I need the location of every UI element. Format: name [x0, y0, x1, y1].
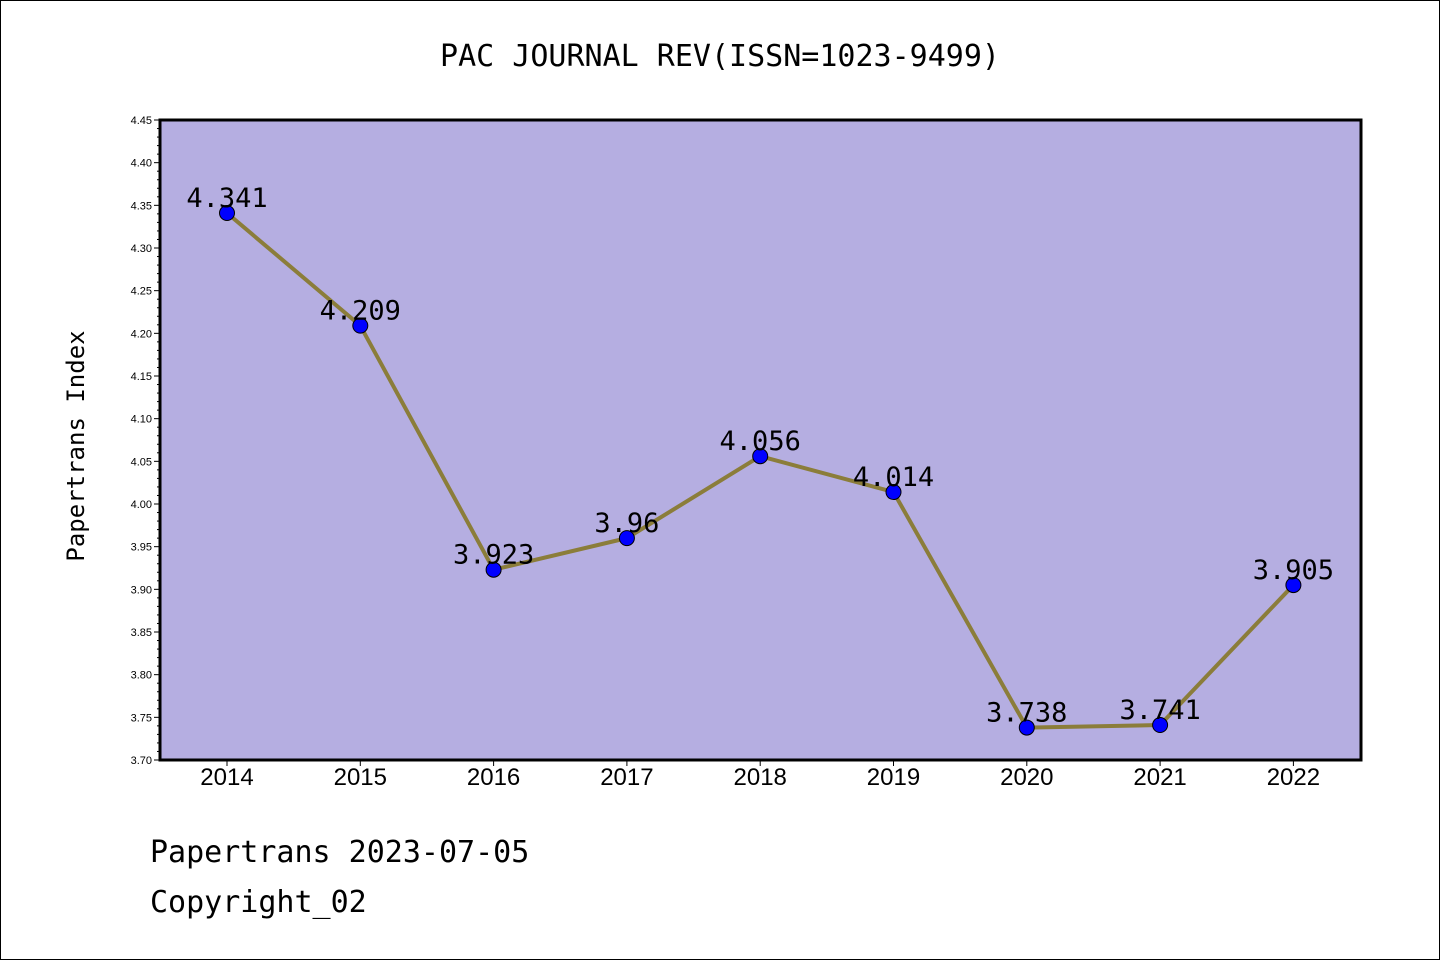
- data-label: 3.923: [453, 540, 534, 571]
- y-tick-label: 3.95: [131, 542, 152, 554]
- data-point: [885, 484, 902, 501]
- y-tick-label: 4.25: [131, 286, 152, 298]
- y-tick-label: 4.00: [131, 499, 152, 511]
- y-tick-label: 4.20: [131, 328, 152, 340]
- data-point: [219, 205, 235, 222]
- data-label: 3.741: [1119, 695, 1200, 726]
- footer-date: Papertrans 2023-07-05: [150, 835, 530, 870]
- data-point: [618, 530, 635, 547]
- x-tick-label: 2019: [867, 764, 920, 791]
- data-point: [1285, 577, 1302, 594]
- chart-title: PAC JOURNAL REV(ISSN=1023-9499): [440, 39, 1000, 74]
- data-point: [1018, 719, 1035, 736]
- x-tick-label: 2017: [600, 764, 653, 791]
- x-tick-label: 2015: [334, 764, 387, 791]
- axes: 3.70 3.75 3.80 3.85 3.90 3.95 4.00 4.05 4.10 4.15…: [131, 115, 1321, 791]
- y-tick-label: 4.45: [131, 115, 152, 127]
- x-tick-label: 2021: [1133, 764, 1186, 791]
- y-axis-label: Papertrans Index: [62, 330, 90, 561]
- data-label-group: 4.341 4.209 3.923 3.96 4.056 4.014 3.738 3.741 3…: [186, 183, 1334, 729]
- x-tick-label: 2016: [467, 764, 520, 791]
- data-point: [485, 561, 502, 578]
- data-label: 4.341: [186, 183, 267, 214]
- y-tick-label: 4.05: [131, 456, 152, 468]
- x-tick-label: 2020: [1000, 764, 1053, 791]
- data-label: 3.738: [986, 698, 1067, 729]
- y-tick-label: 3.80: [131, 670, 152, 682]
- y-tick-label: 3.90: [131, 584, 152, 596]
- y-tick-label: 3.70: [131, 755, 152, 767]
- data-point: [1152, 717, 1169, 734]
- data-label: 4.209: [320, 296, 401, 327]
- data-label: 3.96: [594, 508, 659, 539]
- data-label: 4.056: [720, 426, 801, 457]
- x-tick-label: 2014: [200, 764, 253, 791]
- data-point: [352, 317, 369, 334]
- y-tick-label: 4.15: [131, 371, 152, 383]
- x-tick-label: 2022: [1267, 764, 1320, 791]
- y-tick-label: 4.35: [131, 200, 152, 212]
- data-label: 3.905: [1253, 555, 1334, 586]
- series-line-group: [219, 205, 1302, 736]
- data-point: [752, 448, 769, 465]
- y-tick-label: 3.85: [131, 627, 152, 639]
- x-tick-label: 2018: [734, 764, 787, 791]
- y-tick-label: 3.75: [131, 712, 152, 724]
- y-tick-label: 4.10: [131, 414, 152, 426]
- y-tick-label: 4.40: [131, 158, 152, 170]
- data-label: 4.014: [853, 462, 934, 493]
- footer-copyright: Copyright_02: [150, 885, 367, 920]
- plot-area: [158, 118, 1363, 762]
- y-tick-label: 4.30: [131, 243, 152, 255]
